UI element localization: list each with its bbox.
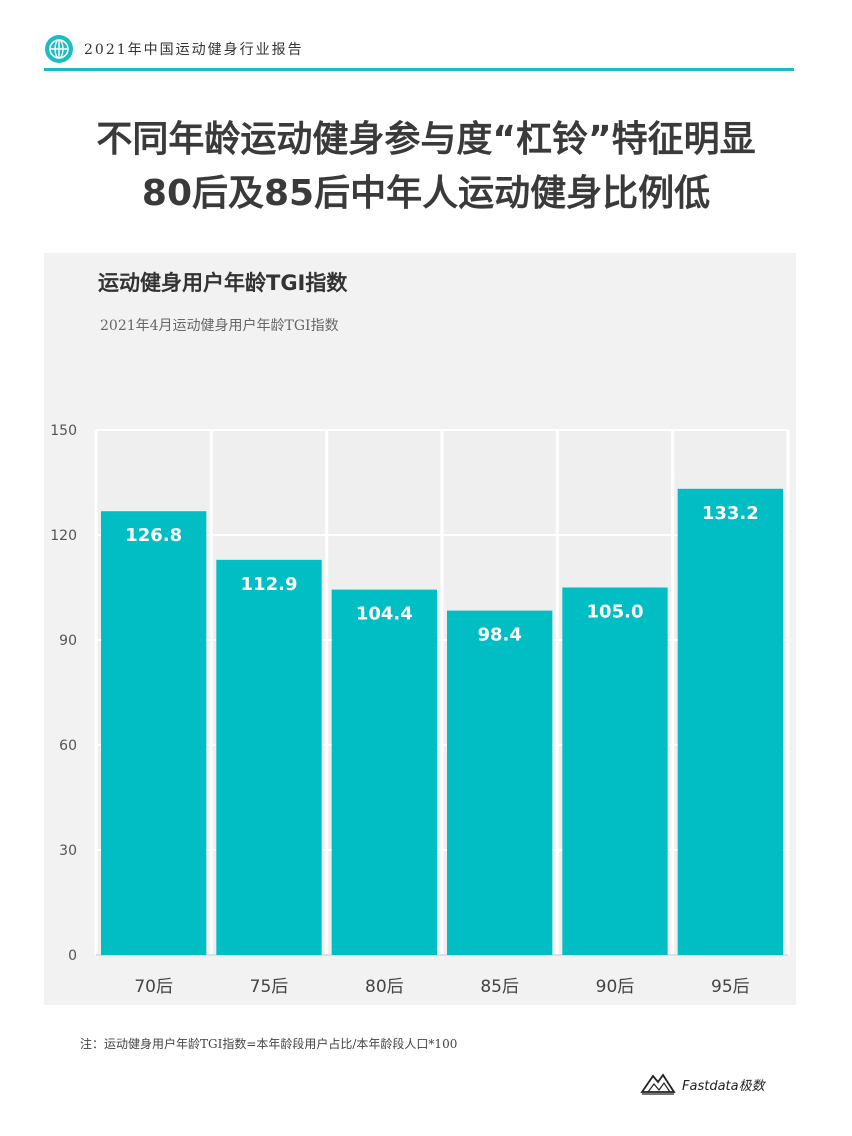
- y-tick-label: 150: [50, 423, 77, 439]
- x-tick-label: 75后: [250, 977, 289, 997]
- bar-value-label: 133.2: [702, 503, 759, 524]
- bar-value-label: 112.9: [241, 574, 298, 595]
- logo-text: Fastdata极数: [682, 1079, 765, 1094]
- x-tick-label: 90后: [596, 977, 635, 997]
- bar: [562, 587, 668, 955]
- bar: [216, 559, 322, 955]
- bar: [447, 610, 553, 955]
- chart-title: 运动健身用户年龄TGI指数: [98, 271, 348, 295]
- bar-value-label: 104.4: [356, 604, 413, 625]
- chart-panel: 运动健身用户年龄TGI指数 2021年4月运动健身用户年龄TGI指数 0 30 60…: [44, 253, 796, 1005]
- footnote: 注：运动健身用户年龄TGI指数=本年龄段用户占比/本年龄段人口*100: [80, 1037, 458, 1051]
- bar: [331, 589, 437, 955]
- chart-subtitle: 2021年4月运动健身用户年龄TGI指数: [100, 318, 339, 334]
- globe-icon: [45, 35, 73, 63]
- y-tick-label: 60: [59, 738, 77, 754]
- y-tick-label: 30: [59, 843, 77, 859]
- y-tick-label: 120: [50, 528, 77, 544]
- header-divider: [44, 68, 794, 71]
- x-tick-label: 80后: [365, 977, 404, 997]
- bar: [101, 511, 207, 955]
- bar-chart: 0 30 60 90 120 150 126.8 70后 112.9 75后 104.4 80后 98.…: [50, 423, 790, 997]
- report-header: 2021年中国运动健身行业报告: [44, 34, 794, 71]
- x-tick-label: 95后: [711, 977, 750, 997]
- x-tick-label: 85后: [480, 977, 519, 997]
- report-title: 2021年中国运动健身行业报告: [84, 42, 304, 58]
- x-tick-label: 70后: [134, 977, 173, 997]
- bar-value-label: 105.0: [587, 602, 644, 623]
- bar-value-label: 126.8: [125, 525, 182, 546]
- fastdata-logo: Fastdata极数: [640, 1068, 810, 1102]
- headline-line-2: 80后及85后中年人运动健身比例低: [141, 173, 711, 214]
- y-tick-label: 0: [68, 948, 77, 964]
- bar-value-label: 98.4: [477, 625, 521, 646]
- y-tick-label: 90: [59, 633, 77, 649]
- mountain-logo-icon: [640, 1073, 676, 1095]
- headline-line-1: 不同年龄运动健身参与度“杠铃”特征明显: [96, 119, 756, 160]
- bar: [677, 488, 783, 955]
